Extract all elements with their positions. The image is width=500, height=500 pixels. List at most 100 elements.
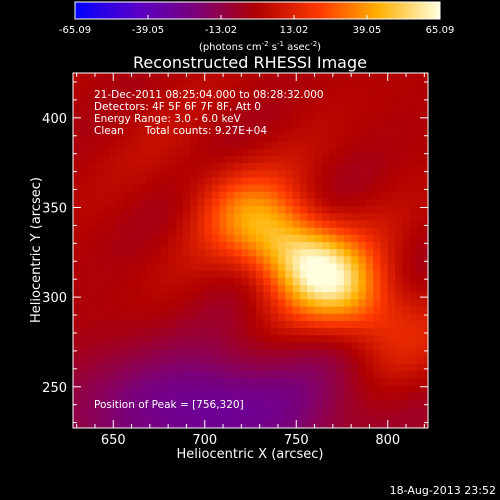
heatmap-cell [424, 341, 428, 350]
heatmap-cell [124, 148, 133, 156]
heatmap-cell [190, 263, 198, 271]
heatmap-cell [124, 184, 133, 192]
heatmap-cell [270, 370, 279, 379]
heatmap-cell [402, 98, 411, 106]
heatmap-cell [270, 90, 279, 99]
heatmap-cell [116, 184, 125, 192]
heatmap-cell [197, 83, 206, 92]
heatmap-cell [395, 248, 403, 257]
heatmap-cell [321, 399, 330, 407]
heatmap-cell [204, 98, 213, 106]
heatmap-cell [343, 306, 352, 314]
heatmap-cell [285, 119, 294, 128]
heatmap-cell [168, 341, 176, 350]
heatmap-cell [94, 241, 103, 250]
heatmap-cell [424, 392, 428, 400]
heatmap-cell [307, 306, 316, 314]
heatmap-cell [87, 90, 96, 99]
heatmap-cell [277, 363, 286, 372]
heatmap-cell [116, 73, 125, 78]
heatmap-cell [285, 112, 294, 121]
heatmap-cell [255, 112, 264, 121]
heatmap-cell [270, 413, 279, 422]
heatmap-cell [138, 420, 147, 428]
heatmap-cell [409, 284, 418, 293]
heatmap-cell [212, 406, 220, 415]
heatmap-cell [343, 234, 352, 243]
heatmap-cell [226, 119, 235, 128]
heatmap-cell [131, 306, 140, 314]
colorbar: -65.09 -39.05 -13.02 13.02 39.05 65.09 (photo… [59, 1, 454, 53]
heatmap-cell [241, 349, 250, 357]
heatmap-cell [190, 392, 198, 400]
heatmap-cell [373, 399, 381, 407]
heatmap-cell [299, 291, 308, 300]
heatmap-cell [124, 291, 133, 300]
heatmap-cell [226, 349, 235, 357]
heatmap-cell [226, 298, 235, 307]
heatmap-cell [329, 263, 338, 271]
heatmap-cell [160, 363, 169, 372]
heatmap-cell [270, 227, 279, 235]
heatmap-cell [292, 155, 301, 164]
heatmap-cell [212, 234, 220, 243]
heatmap-cell [160, 73, 169, 78]
heatmap-cell [87, 313, 96, 321]
heatmap-cell [336, 220, 345, 228]
heatmap-cell [270, 169, 279, 178]
heatmap-cell [146, 198, 155, 207]
heatmap-cell [402, 198, 411, 207]
heatmap-cell [226, 392, 235, 400]
heatmap-cell [409, 162, 418, 171]
heatmap-cell [234, 270, 242, 278]
heatmap-cell [314, 133, 323, 142]
heatmap-cell [241, 141, 250, 149]
heatmap-cell [248, 191, 257, 199]
heatmap-cell [131, 263, 140, 271]
heatmap-cell [131, 176, 140, 185]
heatmap-cell [212, 277, 220, 286]
heatmap-cell [336, 277, 345, 286]
heatmap-cell [197, 370, 206, 379]
heatmap-cell [241, 198, 250, 207]
heatmap-cell [219, 399, 228, 407]
heatmap-cell [285, 90, 294, 99]
heatmap-cell [146, 270, 155, 278]
heatmap-cell [241, 98, 250, 106]
heatmap-cell [402, 220, 411, 228]
heatmap-cell [263, 313, 272, 321]
heatmap-cell [307, 169, 316, 178]
heatmap-cell [168, 220, 176, 228]
heatmap-cell [146, 263, 155, 271]
heatmap-cell [219, 313, 228, 321]
heatmap-cell [263, 306, 272, 314]
heatmap-cell [182, 119, 191, 128]
heatmap-cell [270, 76, 279, 85]
heatmap-cell [314, 227, 323, 235]
heatmap-cell [373, 341, 381, 350]
heatmap-cell [146, 341, 155, 350]
heatmap-cell [409, 384, 418, 393]
heatmap-cell [387, 220, 396, 228]
heatmap-cell [226, 90, 235, 99]
heatmap-cell [153, 126, 162, 135]
heatmap-cell [197, 377, 206, 386]
heatmap-cell [263, 241, 272, 250]
heatmap-cell [417, 356, 425, 364]
heatmap-cell [365, 205, 374, 214]
heatmap-cell [351, 98, 359, 106]
heatmap-cell [197, 176, 206, 185]
heatmap-cell [277, 112, 286, 121]
heatmap-cell [131, 105, 140, 113]
heatmap-cell [255, 291, 264, 300]
heatmap-cell [270, 212, 279, 221]
heatmap-cell [116, 298, 125, 307]
heatmap-cell [219, 320, 228, 329]
heatmap-cell [351, 399, 359, 407]
heatmap-cell [314, 406, 323, 415]
heatmap-cell [373, 291, 381, 300]
heatmap-cell [321, 392, 330, 400]
heatmap-cell [351, 234, 359, 243]
heatmap-cell [321, 112, 330, 121]
heatmap-cell [204, 112, 213, 121]
